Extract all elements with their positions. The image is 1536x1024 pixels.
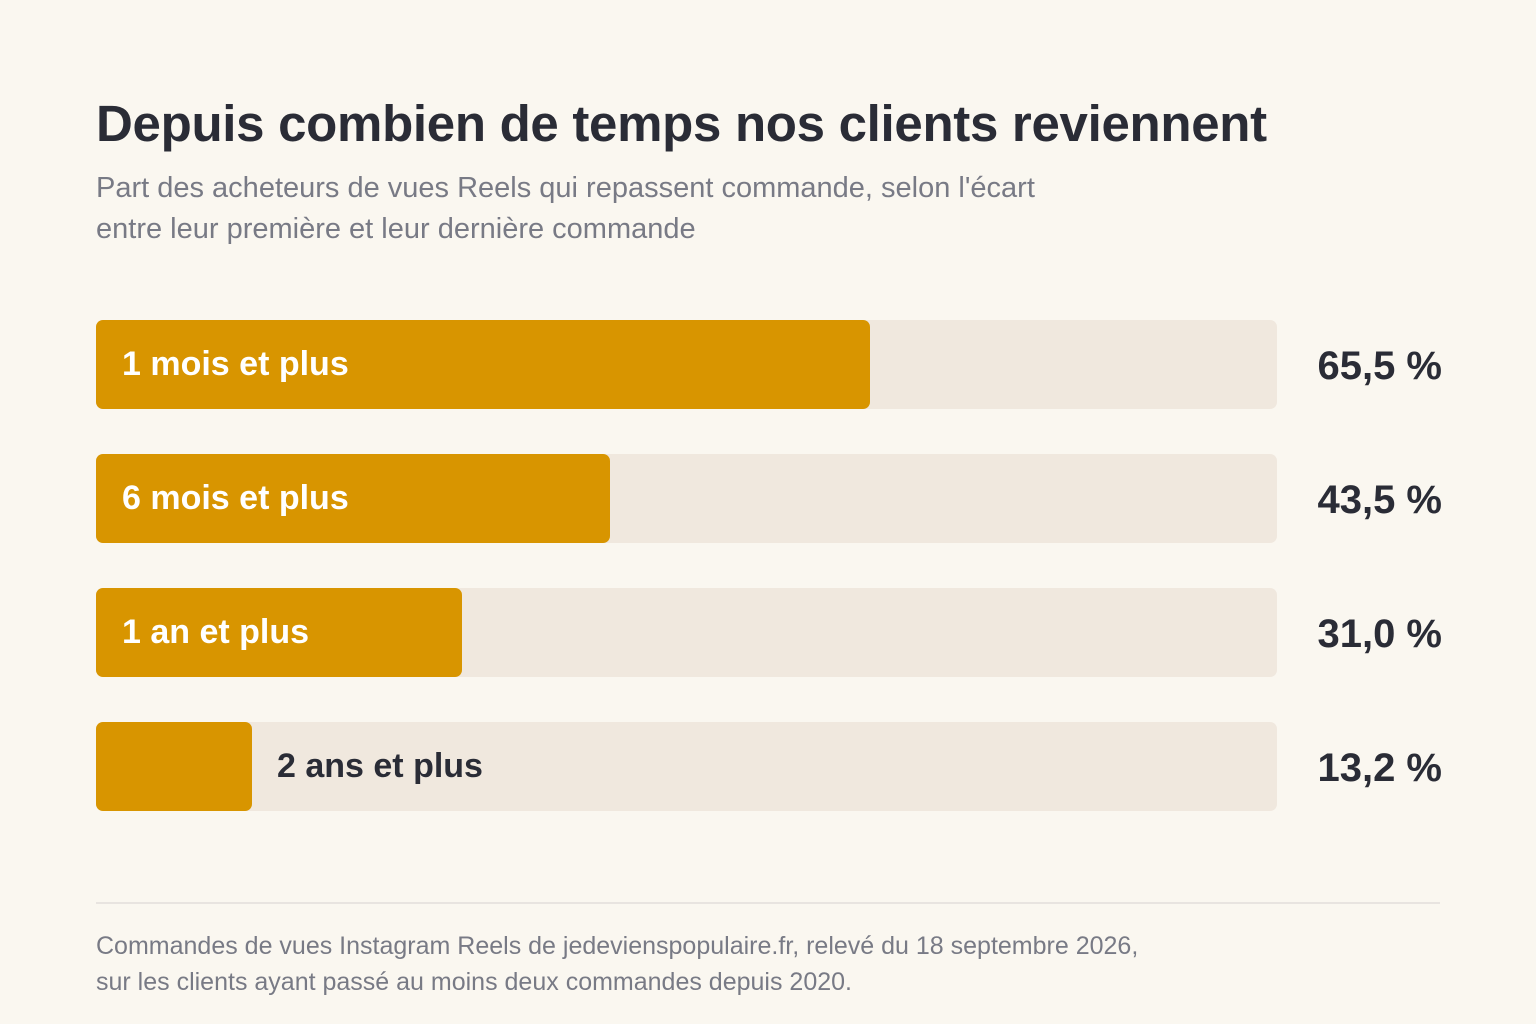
bar-category-label: 2 ans et plus bbox=[277, 747, 483, 785]
bar-value-label: 13,2 % bbox=[1317, 746, 1442, 790]
bar-category-label: 1 mois et plus bbox=[122, 345, 349, 383]
bar-track bbox=[96, 722, 1277, 811]
bar bbox=[96, 454, 610, 543]
bar-row: 1 an et plus 31,0 % bbox=[96, 588, 1442, 677]
bar bbox=[96, 588, 462, 677]
bar-track bbox=[96, 454, 1277, 543]
bar-track bbox=[96, 588, 1277, 677]
chart-subtitle: Part des acheteurs de vues Reels qui rep… bbox=[96, 172, 1035, 245]
chart-title: Depuis combien de temps nos clients revi… bbox=[96, 95, 1267, 152]
bar bbox=[96, 722, 252, 811]
bar-value-label: 31,0 % bbox=[1317, 612, 1442, 656]
bar-track bbox=[96, 320, 1277, 409]
divider bbox=[96, 902, 1440, 904]
bar-category-label: 6 mois et plus bbox=[122, 479, 349, 517]
source-note: Commandes de vues Instagram Reels de jed… bbox=[96, 932, 1139, 996]
bar-category-label: 1 an et plus bbox=[122, 613, 310, 651]
bar-value-label: 43,5 % bbox=[1317, 478, 1442, 522]
bar bbox=[96, 320, 870, 409]
bar-row: 2 ans et plus 13,2 % bbox=[96, 722, 1442, 811]
bar-row: 6 mois et plus 43,5 % bbox=[96, 454, 1442, 543]
bar-value-label: 65,5 % bbox=[1317, 344, 1442, 388]
bar-row: 1 mois et plus 65,5 % bbox=[96, 320, 1442, 409]
